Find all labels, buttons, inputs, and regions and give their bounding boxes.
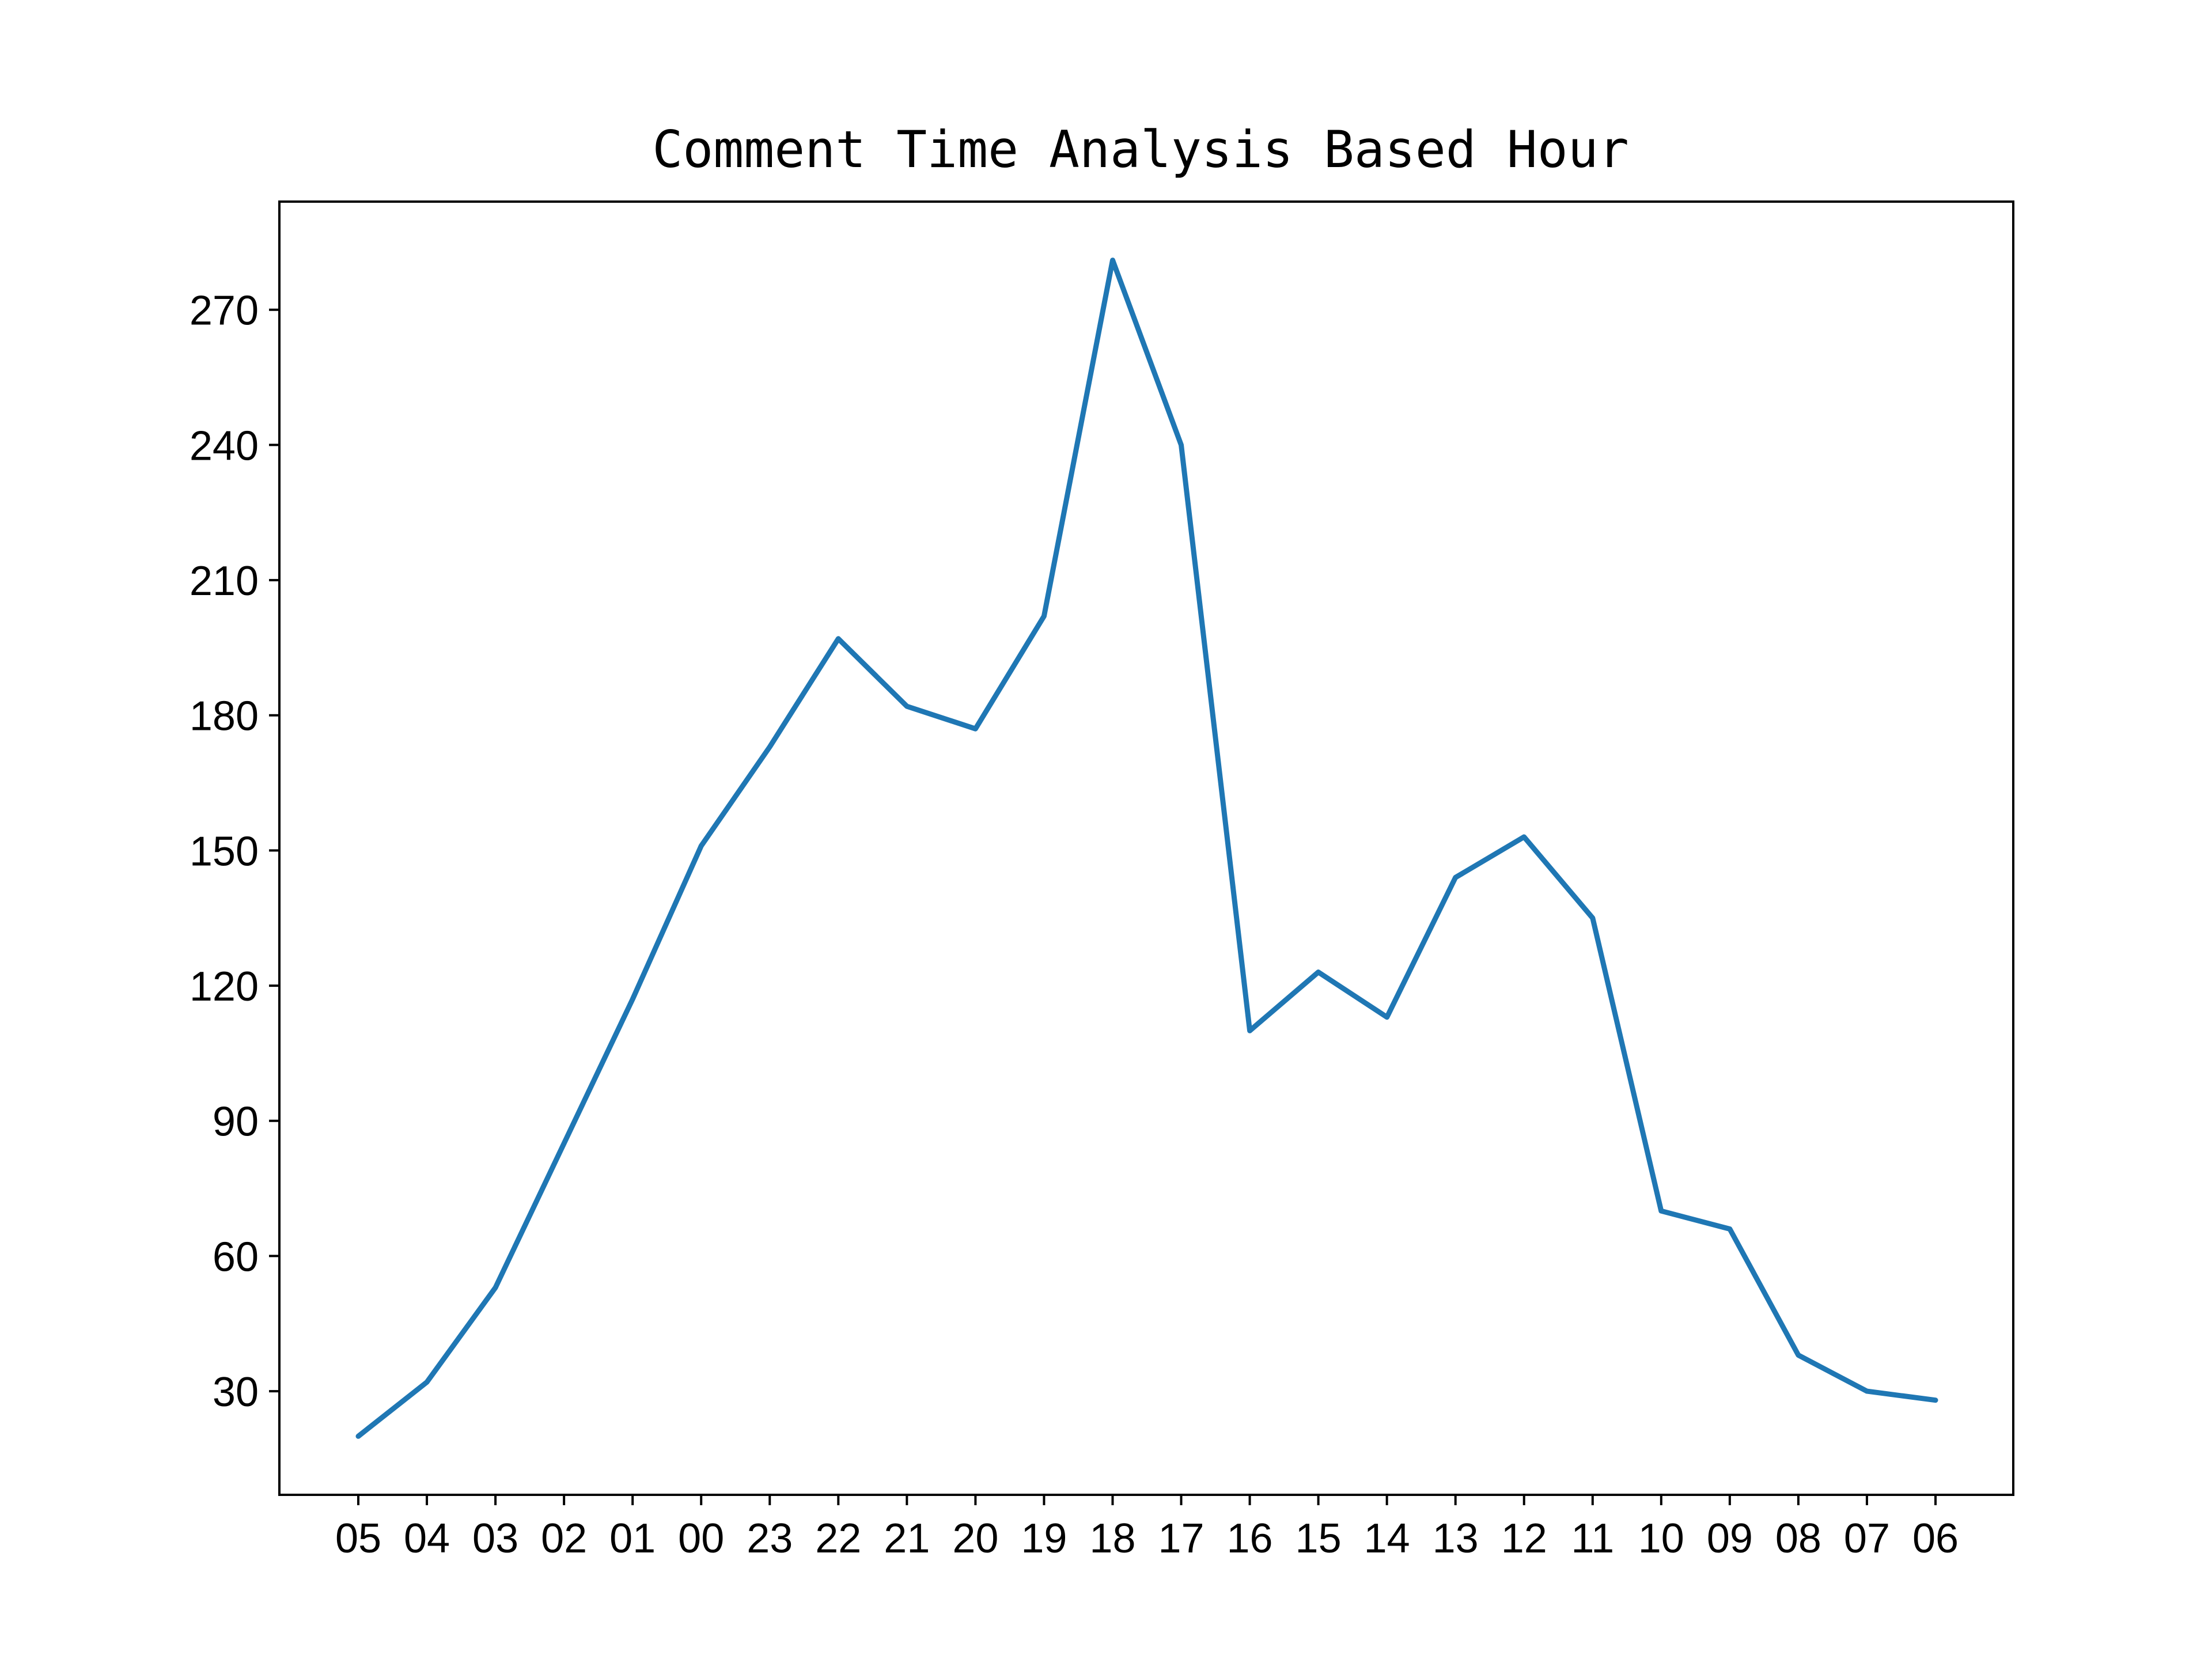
x-tick-label: 01 <box>609 1516 656 1562</box>
y-tick-label: 90 <box>213 1099 259 1145</box>
y-tick-label: 210 <box>190 558 259 604</box>
y-axis: 30 60 90 120 150 180 210 240 270 <box>190 288 279 1415</box>
x-tick-label: 14 <box>1364 1516 1410 1562</box>
plot-frame <box>278 200 2014 1496</box>
chart-title: Comment Time Analysis Based Hour <box>652 120 1628 179</box>
x-tick-label: 12 <box>1501 1516 1547 1562</box>
x-tick-label: 10 <box>1638 1516 1684 1562</box>
x-tick-label: 20 <box>952 1516 998 1562</box>
y-tick-label: 180 <box>190 694 259 740</box>
x-tick-label: 06 <box>1912 1516 1959 1562</box>
x-tick-label: 11 <box>1571 1516 1614 1562</box>
series-line <box>355 257 1938 1439</box>
y-tick-label: 150 <box>190 828 259 874</box>
y-tick-label: 60 <box>213 1234 259 1280</box>
y-tick-label: 120 <box>190 964 259 1010</box>
x-tick-label: 05 <box>335 1516 381 1562</box>
x-tick-label: 22 <box>815 1516 861 1562</box>
x-tick-label: 16 <box>1227 1516 1273 1562</box>
x-tick-label: 17 <box>1158 1516 1204 1562</box>
x-tick-label: 19 <box>1021 1516 1067 1562</box>
x-tick-label: 03 <box>472 1516 518 1562</box>
x-tick-label: 23 <box>747 1516 793 1562</box>
x-tick-label: 07 <box>1844 1516 1890 1562</box>
y-tick-label: 270 <box>190 288 259 334</box>
x-tick-label: 13 <box>1433 1516 1479 1562</box>
x-tick-label: 04 <box>404 1516 450 1562</box>
x-tick-label: 18 <box>1089 1516 1135 1562</box>
y-tick-label: 240 <box>190 423 259 469</box>
x-tick-label: 08 <box>1775 1516 1821 1562</box>
x-tick-label: 21 <box>884 1516 930 1562</box>
x-tick-label: 02 <box>541 1516 587 1562</box>
x-tick-label: 09 <box>1707 1516 1753 1562</box>
x-tick-label: 00 <box>678 1516 724 1562</box>
x-axis: 05 04 03 02 01 00 23 22 21 20 19 18 17 16 15 14 13 12 11 10… <box>335 1495 1959 1562</box>
y-tick-label: 30 <box>213 1369 259 1415</box>
x-tick-label: 15 <box>1296 1516 1342 1562</box>
